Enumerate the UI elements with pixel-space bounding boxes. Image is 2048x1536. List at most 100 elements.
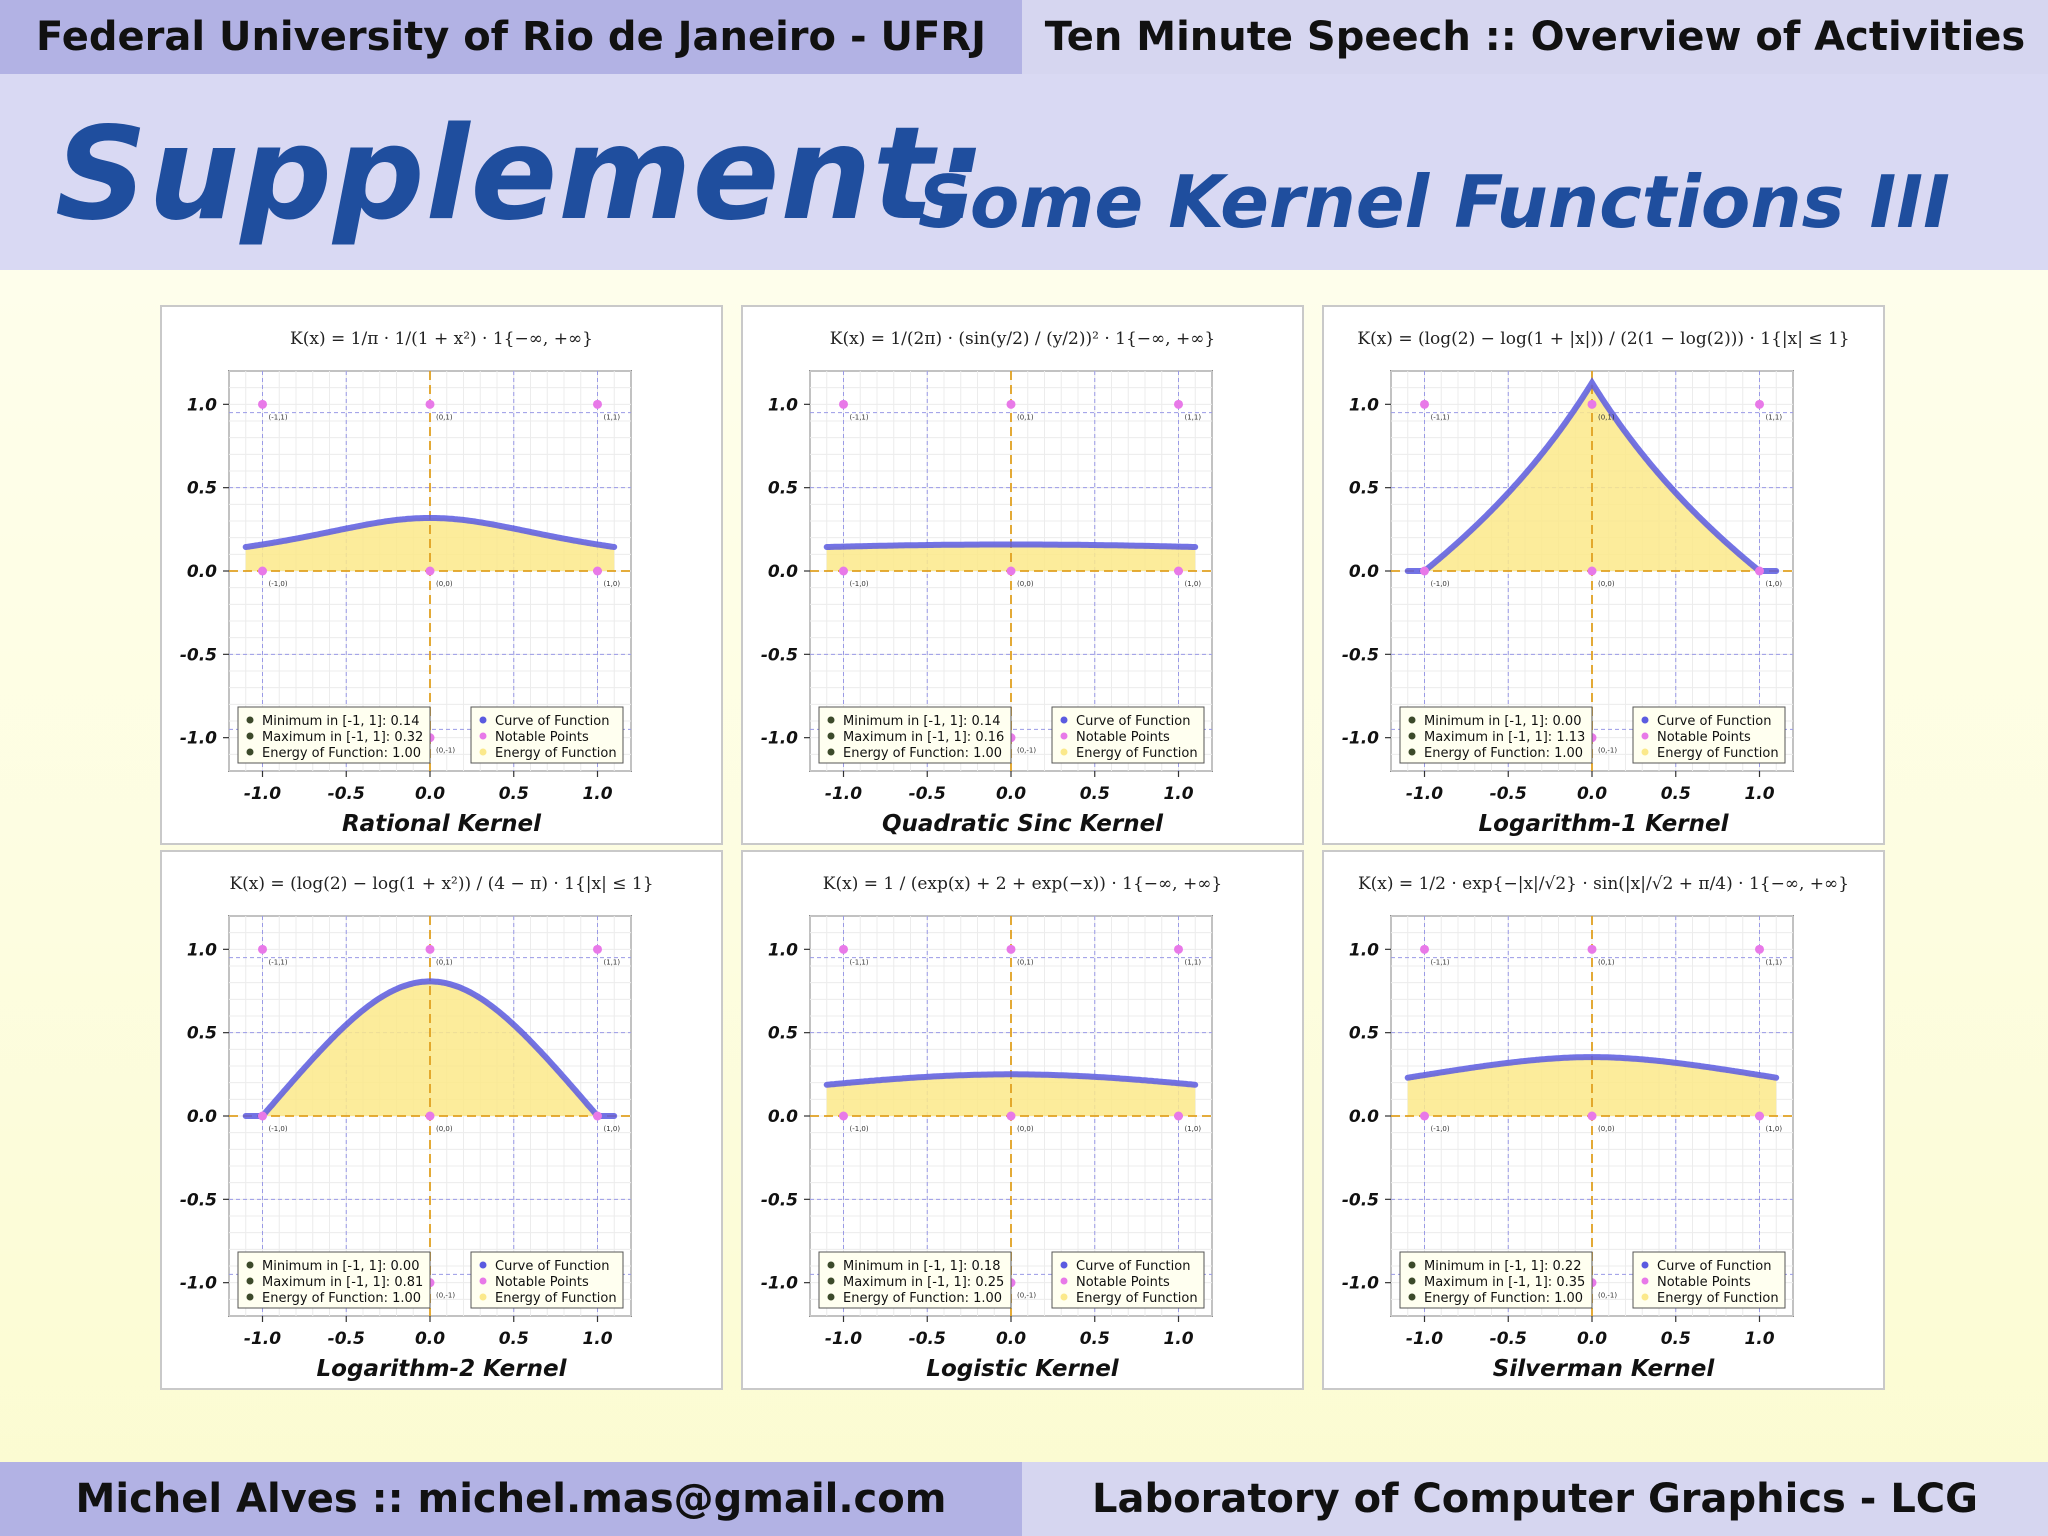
kernel-title: Quadratic Sinc Kernel bbox=[881, 811, 1164, 837]
notable-point-label: (1,0) bbox=[1185, 580, 1202, 588]
stats-legend-box bbox=[1399, 706, 1593, 764]
y-tick-label: -0.5 bbox=[1342, 1190, 1379, 1210]
y-tick-label: -1.0 bbox=[1342, 729, 1379, 749]
function-curve bbox=[242, 514, 618, 550]
stats-bullet bbox=[1408, 732, 1416, 740]
stats-bullet bbox=[1408, 1261, 1416, 1269]
notable-point bbox=[593, 566, 602, 576]
notable-point-label: (0,1) bbox=[1017, 958, 1034, 966]
footer-lab: Laboratory of Computer Graphics - LCG bbox=[1022, 1462, 2048, 1536]
notable-point bbox=[593, 399, 602, 409]
x-tick-label: 0.5 bbox=[1080, 1329, 1110, 1349]
kernel-title: Logarithm-1 Kernel bbox=[1478, 811, 1729, 837]
kernel-chart: (-1,1) (0,1) (1,1) (-1,0) (0,0) (1,0) (0,-1) -1… bbox=[1342, 915, 1794, 1349]
stats-legend-item: Energy of Function: 1.00 bbox=[843, 1291, 1002, 1306]
notable-point-label: (1,0) bbox=[1185, 1125, 1202, 1133]
stats-legend-item: Maximum in [-1, 1]: 1.13 bbox=[1424, 730, 1585, 745]
notable-point bbox=[839, 399, 848, 409]
x-tick-label: 1.0 bbox=[1744, 1329, 1774, 1349]
curve-legend-item: Notable Points bbox=[1076, 730, 1170, 745]
notable-point-label: (0,1) bbox=[436, 958, 453, 966]
notable-point-label: (1,1) bbox=[604, 413, 621, 421]
stats-legend-box bbox=[237, 1251, 431, 1309]
notable-point bbox=[593, 1111, 602, 1121]
x-tick-label: 0.0 bbox=[415, 1329, 445, 1349]
y-tick-label: 0.0 bbox=[768, 1107, 798, 1127]
y-tick-label: 0.5 bbox=[1349, 479, 1379, 499]
curve-legend-item: Curve of Function bbox=[1657, 714, 1771, 729]
stats-legend-box bbox=[818, 706, 1012, 764]
legend-swatch bbox=[479, 1293, 487, 1301]
notable-point-label: (-1,1) bbox=[850, 413, 869, 421]
curve-legend-item: Energy of Function bbox=[495, 1291, 617, 1306]
notable-point-label: (0,0) bbox=[436, 1125, 453, 1133]
x-tick-label: 0.5 bbox=[1080, 784, 1110, 804]
notable-point-label: (-1,1) bbox=[1431, 413, 1450, 421]
stats-legend-item: Minimum in [-1, 1]: 0.14 bbox=[843, 714, 1000, 729]
legend-swatch bbox=[1641, 716, 1649, 724]
notable-point bbox=[1587, 399, 1597, 409]
y-tick-label: 1.0 bbox=[187, 940, 217, 960]
notable-point-label: (1,0) bbox=[1766, 580, 1783, 588]
legend-swatch bbox=[479, 716, 487, 724]
kernel-title: Logarithm-2 Kernel bbox=[316, 1356, 567, 1382]
curve-legend-box bbox=[1051, 706, 1205, 764]
notable-point-label: (0,-1) bbox=[436, 1292, 455, 1300]
x-tick-label: 0.5 bbox=[499, 784, 529, 804]
y-tick-label: -0.5 bbox=[180, 645, 217, 665]
notable-point bbox=[1587, 566, 1597, 576]
notable-point bbox=[593, 944, 602, 954]
kernel-title: Rational Kernel bbox=[341, 811, 542, 837]
notable-point-label: (0,0) bbox=[1017, 1125, 1034, 1133]
curve-legend-box bbox=[1051, 1251, 1205, 1309]
y-tick-label: -0.5 bbox=[180, 1190, 217, 1210]
y-tick-label: 0.0 bbox=[1349, 562, 1379, 582]
stats-legend-item: Maximum in [-1, 1]: 0.16 bbox=[843, 730, 1004, 745]
notable-point-label: (-1,0) bbox=[850, 580, 869, 588]
x-tick-label: -1.0 bbox=[1406, 1329, 1443, 1349]
notable-point bbox=[1420, 399, 1429, 409]
notable-point-label: (-1,1) bbox=[850, 958, 869, 966]
y-tick-label: 1.0 bbox=[1349, 940, 1379, 960]
notable-point bbox=[258, 1111, 267, 1121]
notable-point-label: (-1,0) bbox=[850, 1125, 869, 1133]
stats-legend-item: Maximum in [-1, 1]: 0.25 bbox=[843, 1275, 1004, 1290]
curve-legend-box bbox=[1632, 1251, 1786, 1309]
notable-point-label: (-1,0) bbox=[1431, 580, 1450, 588]
kernel-panel-rational: (-1,1) (0,1) (1,1) (-1,0) (0,0) (1,0) (0,-1) -1… bbox=[160, 305, 723, 845]
stats-bullet bbox=[827, 748, 835, 756]
y-tick-label: 0.0 bbox=[187, 562, 217, 582]
notable-point bbox=[1587, 1111, 1597, 1121]
kernel-formula: K(x) = 1/π · 1/(1 + x²) · 1{−∞, +∞} bbox=[290, 329, 593, 349]
notable-point-label: (-1,0) bbox=[269, 580, 288, 588]
slide-title: Supplement: bbox=[55, 100, 987, 249]
curve-legend-item: Notable Points bbox=[495, 730, 589, 745]
notable-point-label: (1,0) bbox=[604, 580, 621, 588]
x-tick-label: 0.0 bbox=[1577, 1329, 1607, 1349]
slide-subtitle: Some Kernel Functions III bbox=[918, 160, 1950, 244]
curve-legend-item: Curve of Function bbox=[495, 1259, 609, 1274]
header-university: Federal University of Rio de Janeiro - U… bbox=[0, 0, 1022, 74]
notable-point-label: (0,1) bbox=[1598, 413, 1615, 421]
kernel-chart: (-1,1) (0,1) (1,1) (-1,0) (0,0) (1,0) (0,-1) -1… bbox=[761, 370, 1213, 804]
x-tick-label: 0.0 bbox=[415, 784, 445, 804]
x-tick-label: 0.0 bbox=[996, 784, 1026, 804]
stats-bullet bbox=[827, 1277, 835, 1285]
kernel-chart: (-1,1) (0,1) (1,1) (-1,0) (0,0) (1,0) (0,-1) -1… bbox=[761, 915, 1213, 1349]
x-tick-label: 0.5 bbox=[1661, 1329, 1691, 1349]
notable-point bbox=[839, 1111, 848, 1121]
curve-legend-item: Notable Points bbox=[1076, 1275, 1170, 1290]
x-tick-label: 0.5 bbox=[499, 1329, 529, 1349]
kernel-panel-log1: (-1,1) (0,1) (1,1) (-1,0) (0,0) (1,0) (0,-1) -1… bbox=[1322, 305, 1885, 845]
x-tick-label: -1.0 bbox=[244, 1329, 281, 1349]
notable-point-label: (0,0) bbox=[436, 580, 453, 588]
y-tick-label: 1.0 bbox=[1349, 395, 1379, 415]
legend-swatch bbox=[1060, 732, 1068, 740]
y-tick-label: 1.0 bbox=[768, 940, 798, 960]
legend-swatch bbox=[1060, 748, 1068, 756]
notable-point bbox=[1174, 566, 1183, 576]
curve-legend-item: Energy of Function bbox=[1657, 746, 1779, 761]
notable-point-label: (-1,1) bbox=[269, 413, 288, 421]
curve-legend-item: Energy of Function bbox=[495, 746, 617, 761]
stats-legend-item: Minimum in [-1, 1]: 0.00 bbox=[262, 1259, 419, 1274]
